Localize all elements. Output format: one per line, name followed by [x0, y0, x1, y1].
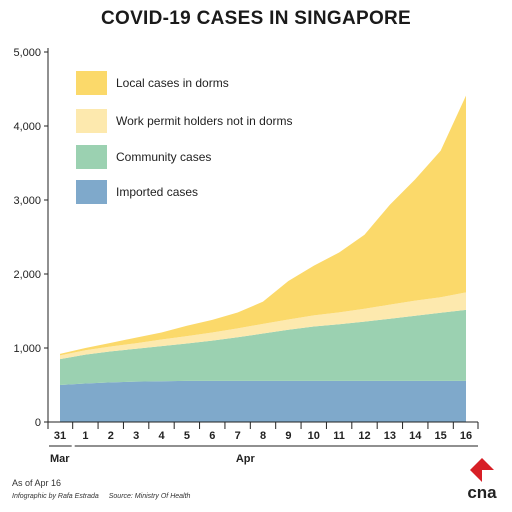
- legend-swatch: [76, 145, 107, 169]
- y-tick-label: 5,000: [13, 47, 41, 59]
- legend-swatch: [76, 71, 107, 95]
- legend-label: Work permit holders not in dorms: [116, 114, 293, 128]
- x-tick-label: 15: [435, 430, 447, 442]
- x-tick-label: 14: [409, 430, 422, 442]
- legend-swatch: [76, 109, 107, 133]
- area-series-group: [60, 95, 466, 422]
- y-tick-label: 0: [35, 417, 41, 429]
- legend-label: Community cases: [116, 150, 211, 164]
- y-axis: 0 1,000 2,000 3,000 4,000 5,000: [13, 47, 49, 429]
- area-local-cases-in-dorms: [60, 95, 466, 356]
- area-imported-cases: [60, 380, 466, 422]
- infographic-credit: Infographic by Rafa Estrada: [12, 493, 99, 500]
- x-tick-label: 5: [184, 430, 190, 442]
- legend-swatch: [76, 180, 107, 204]
- cna-logo-icon: cna: [467, 458, 497, 502]
- x-tick-label: 13: [384, 430, 396, 442]
- x-tick-label: 7: [235, 430, 241, 442]
- x-tick-label: 6: [209, 430, 215, 442]
- logo-text: cna: [467, 483, 497, 502]
- x-tick-label: 16: [460, 430, 472, 442]
- x-tick-label: 4: [158, 430, 165, 442]
- legend: Local cases in dorms Work permit holders …: [76, 71, 293, 204]
- x-tick-label: 11: [333, 430, 345, 442]
- area-work-permit-holders-not-in-dorms: [60, 292, 466, 360]
- x-tick-label: 10: [308, 430, 320, 442]
- x-tick-label: 12: [358, 430, 370, 442]
- area-community-cases: [60, 309, 466, 385]
- legend-label: Imported cases: [116, 185, 198, 199]
- y-tick-label: 1,000: [13, 343, 41, 355]
- y-tick-label: 4,000: [13, 121, 41, 133]
- y-tick-label: 3,000: [13, 195, 41, 207]
- x-tick-label: 3: [133, 430, 139, 442]
- legend-label: Local cases in dorms: [116, 76, 229, 90]
- chart-title: COVID-19 CASES IN SINGAPORE: [100, 8, 412, 29]
- source-credit: Source: Ministry Of Health: [108, 493, 191, 500]
- x-tick-label: 31: [54, 430, 66, 442]
- x-tick-label: 9: [285, 430, 291, 442]
- x-tick-label: 8: [260, 430, 266, 442]
- x-tick-label: 1: [82, 430, 88, 442]
- y-tick-label: 2,000: [13, 269, 41, 281]
- month-label: Apr: [236, 453, 256, 465]
- as-of-note: As of Apr 16: [12, 478, 62, 488]
- credit-line: Infographic by Rafa Estrada Source: Mini…: [12, 493, 198, 500]
- x-tick-label: 2: [108, 430, 114, 442]
- month-label: Mar: [50, 453, 70, 465]
